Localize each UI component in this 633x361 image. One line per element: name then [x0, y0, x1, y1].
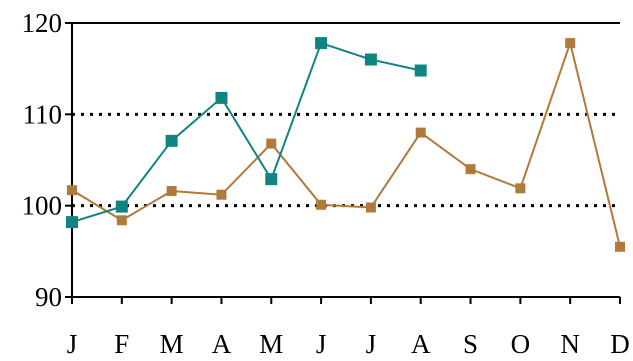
data-point-marker [266, 138, 277, 149]
data-point-marker [615, 241, 625, 252]
x-tick-label: M [259, 329, 283, 359]
data-point-marker [414, 64, 427, 77]
data-point-marker [465, 164, 476, 175]
series-layer [66, 37, 625, 252]
grid-lines [72, 22, 620, 208]
x-tick-label: O [511, 329, 531, 359]
y-tick-label: 120 [22, 8, 63, 38]
series-1 [67, 38, 625, 252]
x-tick-label: D [610, 329, 630, 359]
y-tick-label: 90 [35, 282, 62, 312]
data-point-marker [565, 38, 576, 49]
axes [71, 23, 620, 298]
data-point-marker [216, 189, 227, 200]
x-tick-label: J [67, 329, 78, 359]
series-2 [66, 37, 427, 229]
data-point-marker [165, 134, 178, 147]
data-point-marker [66, 216, 78, 229]
data-point-marker [315, 37, 328, 50]
data-point-marker [116, 215, 127, 226]
data-point-marker [316, 199, 327, 210]
data-point-marker [364, 53, 377, 66]
series-line [71, 41, 421, 224]
x-tick-label: M [160, 329, 184, 359]
data-point-marker [365, 202, 376, 213]
data-point-marker [215, 91, 228, 104]
y-axis-ticks: 90 100 110 120 [22, 8, 72, 312]
series-line [71, 39, 621, 248]
x-tick-label: A [212, 329, 232, 359]
y-tick-label: 110 [23, 99, 63, 129]
data-point-marker [115, 200, 128, 213]
data-point-marker [515, 183, 526, 194]
data-point-marker [166, 186, 177, 197]
x-tick-label: N [560, 329, 580, 359]
x-tick-label: A [411, 329, 431, 359]
x-tick-label: J [366, 329, 377, 359]
x-tick-label: S [463, 329, 478, 359]
x-tick-label: F [114, 329, 129, 359]
data-point-marker [415, 127, 426, 138]
y-tick-label: 100 [22, 191, 63, 221]
data-point-marker [265, 173, 278, 186]
x-tick-label: J [316, 329, 327, 359]
data-point-marker [67, 185, 77, 196]
